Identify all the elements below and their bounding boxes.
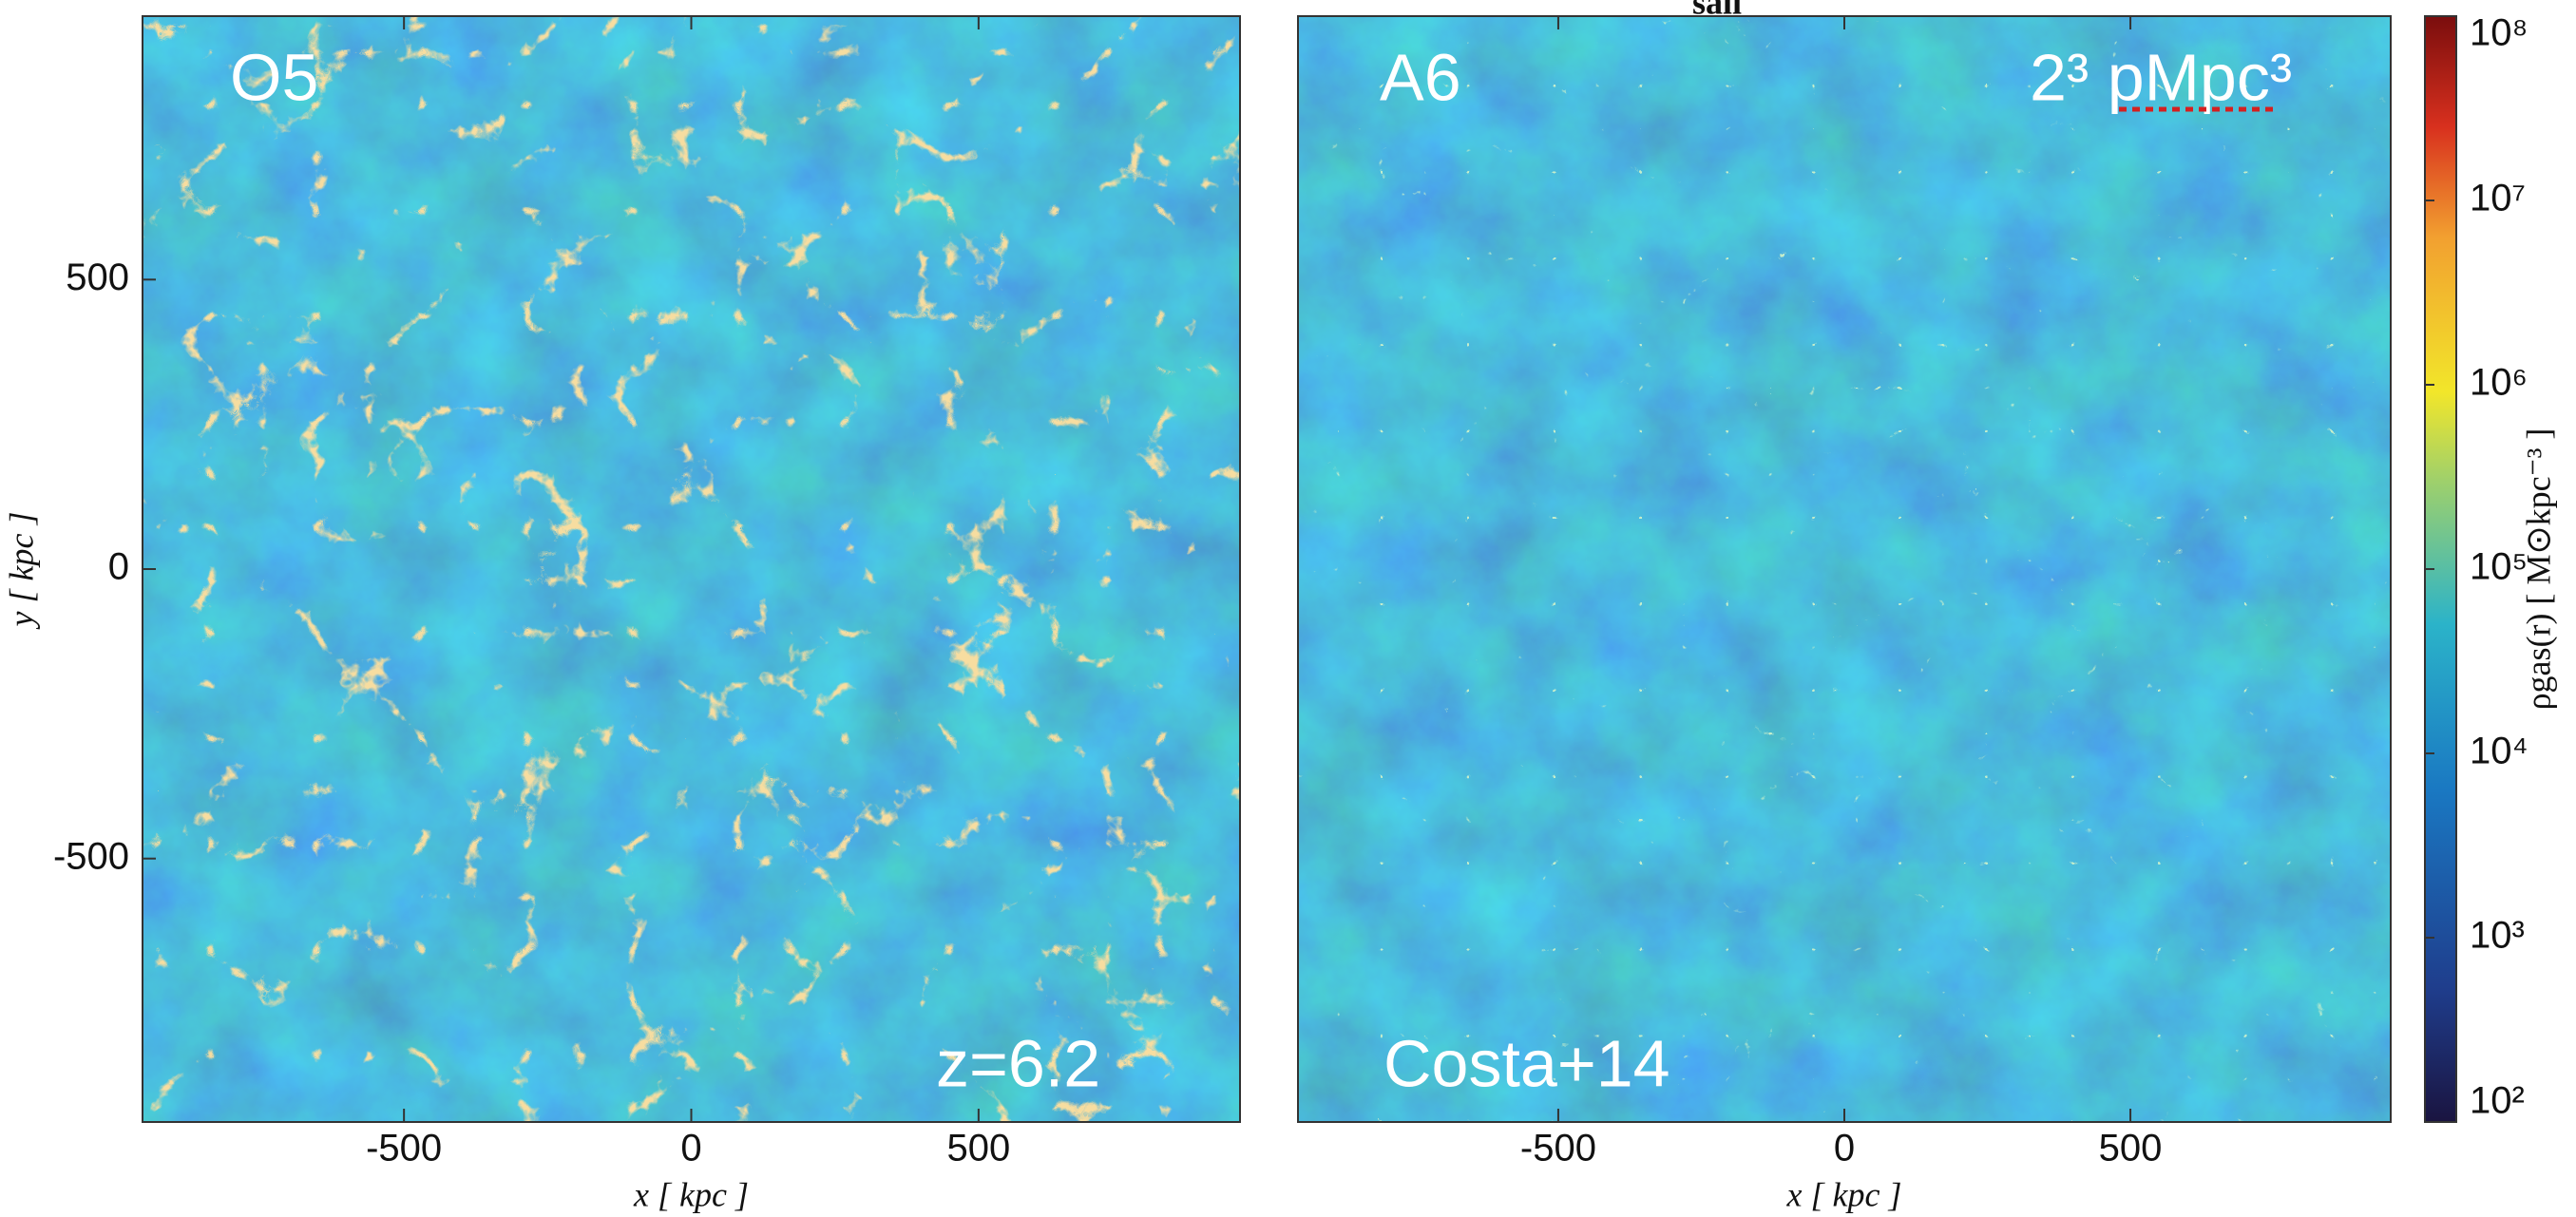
cropped-title: sali <box>1692 0 1742 21</box>
colorbar-tick-label: 10⁶ <box>2470 362 2528 404</box>
filaments <box>1298 16 2391 1122</box>
y-axis-label: y [ kpc ] <box>2 512 40 630</box>
x-tick-label: -500 <box>366 1128 442 1169</box>
colorbar-tick-label: 10⁴ <box>2470 731 2528 772</box>
figure: -500 0 500 -500 0 500 x [ kpc ] y [ kpc ] O5 z=6.… <box>0 0 2576 1217</box>
y-tick-label: 500 <box>66 257 129 298</box>
y-tick-label: 0 <box>108 546 129 588</box>
colorbar-label: ρgas(r) [ M⊙kpc⁻³ ] <box>2519 428 2557 711</box>
y-tick-label: -500 <box>53 835 129 877</box>
x-tick-label: 500 <box>946 1128 1010 1169</box>
panel-label: A6 <box>1380 40 1461 114</box>
panel-label: O5 <box>230 40 318 114</box>
volume-label: 2³ pMpc³ <box>2030 40 2292 114</box>
filaments <box>143 16 1240 1122</box>
x-tick-label: 0 <box>680 1128 701 1169</box>
annotation: Costa+14 <box>1383 1026 1670 1100</box>
x-tick-label: 500 <box>2099 1128 2163 1169</box>
x-axis-label: x [ kpc ] <box>1786 1175 1902 1213</box>
annotation: z=6.2 <box>936 1026 1100 1100</box>
x-axis-label: x [ kpc ] <box>633 1175 749 1213</box>
colorbar-tick-label: 10⁷ <box>2470 178 2526 219</box>
x-tick-label: -500 <box>1520 1128 1596 1169</box>
colorbar-tick-label: 10³ <box>2470 915 2525 957</box>
x-tick-label: 0 <box>1834 1128 1855 1169</box>
colorbar-tick-label: 10² <box>2470 1080 2525 1122</box>
colorbar-tick-label: 10⁸ <box>2470 12 2528 54</box>
